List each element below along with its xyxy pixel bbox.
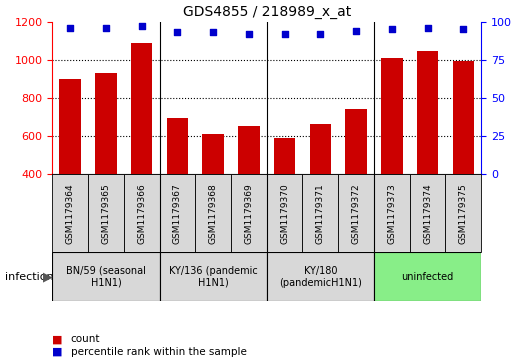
Bar (52, 174, 88, 252)
Text: GSM1179374: GSM1179374 (423, 183, 432, 244)
Title: GDS4855 / 218989_x_at: GDS4855 / 218989_x_at (183, 5, 351, 19)
Point (209, 29, 218, 35)
Point (459, 26, 468, 32)
Bar (160, 174, 195, 252)
Bar (417, 51, 438, 250)
Bar (410, 174, 446, 252)
Text: ■: ■ (52, 334, 63, 344)
Bar (88, 174, 124, 252)
Text: GSM1179364: GSM1179364 (66, 183, 75, 244)
Bar (381, 58, 403, 250)
Text: KY/180
(pandemicH1N1): KY/180 (pandemicH1N1) (279, 266, 362, 287)
Point (245, 31, 253, 37)
Point (173, 29, 181, 35)
Bar (338, 174, 374, 252)
Text: GSM1179365: GSM1179365 (101, 183, 110, 244)
Text: GSM1179368: GSM1179368 (209, 183, 218, 244)
Text: GSM1179367: GSM1179367 (173, 183, 182, 244)
Bar (52, 252, 160, 301)
Bar (160, 252, 267, 301)
Text: ■: ■ (52, 347, 63, 357)
Bar (202, 134, 224, 250)
Text: percentile rank within the sample: percentile rank within the sample (71, 347, 246, 357)
Bar (274, 138, 295, 250)
Bar (446, 174, 481, 252)
Text: uninfected: uninfected (402, 272, 453, 282)
Bar (310, 124, 331, 250)
Text: KY/136 (pandemic
H1N1): KY/136 (pandemic H1N1) (169, 266, 257, 287)
Bar (124, 174, 160, 252)
Text: GSM1179375: GSM1179375 (459, 183, 468, 244)
Bar (195, 174, 231, 252)
Bar (302, 174, 338, 252)
Text: count: count (71, 334, 100, 344)
Point (138, 24, 146, 29)
Text: GSM1179373: GSM1179373 (388, 183, 396, 244)
Text: GSM1179369: GSM1179369 (244, 183, 253, 244)
Text: ▶: ▶ (43, 270, 53, 283)
Point (424, 25, 432, 31)
Point (66, 25, 74, 31)
Point (316, 31, 324, 37)
Bar (95, 73, 117, 250)
Point (388, 26, 396, 32)
Bar (452, 61, 474, 250)
Bar (374, 174, 410, 252)
Bar (374, 252, 481, 301)
Text: GSM1179370: GSM1179370 (280, 183, 289, 244)
Bar (238, 126, 259, 250)
Point (352, 28, 360, 34)
Point (101, 25, 110, 31)
Point (280, 31, 289, 37)
Text: infection: infection (5, 272, 54, 282)
Bar (345, 110, 367, 250)
Text: GSM1179366: GSM1179366 (137, 183, 146, 244)
Bar (60, 79, 81, 250)
Text: BN/59 (seasonal
H1N1): BN/59 (seasonal H1N1) (66, 266, 146, 287)
Bar (267, 174, 302, 252)
Text: GSM1179371: GSM1179371 (316, 183, 325, 244)
Text: GSM1179372: GSM1179372 (351, 183, 360, 244)
Bar (167, 118, 188, 250)
Bar (231, 174, 267, 252)
Bar (267, 252, 374, 301)
Bar (131, 43, 152, 250)
